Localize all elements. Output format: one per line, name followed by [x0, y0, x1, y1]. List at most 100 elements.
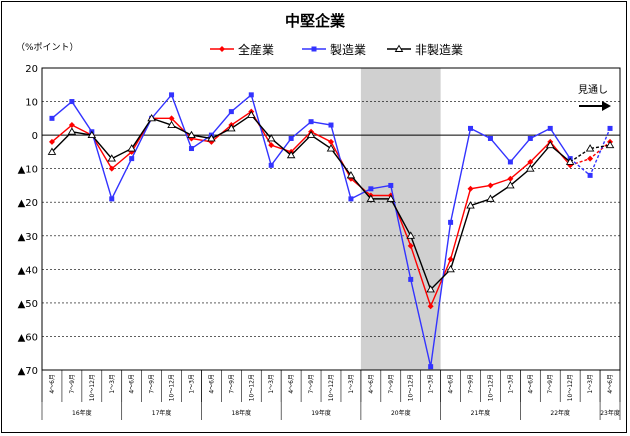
- year-label: 22年度: [550, 409, 570, 417]
- series-forecast-line: [569, 144, 611, 163]
- data-point: [426, 285, 435, 293]
- data-point: [407, 242, 414, 249]
- series-group: [47, 92, 615, 370]
- data-point: [507, 159, 513, 165]
- data-point: [47, 147, 57, 155]
- data-point: [227, 124, 236, 132]
- data-point: [306, 130, 316, 139]
- x-tick-label: 4～6月: [288, 374, 295, 394]
- data-point: [565, 157, 575, 165]
- plot-border: [41, 67, 621, 371]
- data-point: [386, 194, 396, 202]
- data-point: [585, 144, 595, 152]
- x-tick-label: 7～9月: [149, 374, 156, 394]
- year-label: 23年度: [600, 409, 620, 417]
- data-point: [49, 115, 55, 121]
- data-point: [388, 182, 394, 188]
- y-tick-label: ▲10: [18, 165, 38, 176]
- data-point: [268, 142, 275, 149]
- legend-marker: [311, 46, 317, 52]
- year-label: 18年度: [231, 409, 251, 417]
- legend-label: 製造業: [330, 43, 366, 57]
- x-tick-label: 7～9月: [388, 374, 395, 394]
- y-tick-label: ▲50: [18, 299, 38, 310]
- x-tick-label: 7～9月: [547, 374, 554, 394]
- data-point: [346, 170, 356, 179]
- data-point: [545, 140, 555, 149]
- data-point: [228, 109, 234, 115]
- year-label: 20年度: [391, 409, 411, 417]
- data-point: [607, 125, 613, 131]
- data-point: [428, 364, 434, 370]
- x-tick-label: 1～3月: [507, 374, 514, 394]
- tick-labels: 20 10 0 ▲10 ▲20 ▲30 ▲40 ▲50 ▲60 ▲70 4～6月 7～9月 10～12月…: [18, 64, 620, 417]
- axes: [41, 67, 621, 420]
- x-tick-label: 10～12月: [89, 374, 96, 401]
- x-tick-label: 4～6月: [448, 374, 455, 394]
- data-point: [246, 110, 256, 118]
- data-point: [527, 135, 533, 141]
- x-tick-label: 4～6月: [129, 374, 136, 394]
- year-label: 16年度: [72, 409, 92, 417]
- year-label: 19年度: [311, 409, 331, 417]
- x-tick-label: 4～6月: [607, 374, 614, 394]
- data-point: [108, 165, 115, 172]
- data-point: [587, 155, 594, 162]
- x-tick-label: 10～12月: [248, 374, 255, 401]
- x-tick-label: 10～12月: [328, 374, 335, 401]
- data-point: [366, 194, 376, 202]
- data-point: [107, 154, 117, 162]
- data-point: [487, 182, 494, 189]
- data-point: [348, 196, 354, 202]
- data-point: [328, 122, 334, 128]
- data-point: [408, 276, 414, 282]
- y-tick-label: ▲20: [18, 198, 38, 209]
- data-point: [308, 119, 314, 125]
- x-tick-label: 10～12月: [487, 374, 494, 401]
- data-point: [487, 135, 493, 141]
- y-tick-label: ▲30: [18, 232, 38, 243]
- data-point: [207, 134, 216, 142]
- data-point: [248, 92, 254, 98]
- data-point: [506, 181, 515, 189]
- data-point: [468, 125, 474, 131]
- x-tick-label: 7～9月: [69, 374, 76, 394]
- y-tick-label: ▲60: [18, 332, 38, 343]
- y-axis-label: （%ポイント）: [16, 42, 79, 53]
- x-tick-label: 1～3月: [428, 374, 435, 394]
- data-point: [286, 150, 296, 159]
- data-point: [446, 264, 455, 273]
- data-point: [288, 135, 294, 141]
- data-point: [605, 140, 615, 149]
- x-tick-label: 4～6月: [527, 374, 534, 394]
- data-point: [147, 113, 156, 122]
- x-tick-label: 10～12月: [408, 374, 415, 401]
- data-point: [486, 194, 495, 202]
- data-point: [188, 146, 194, 152]
- x-tick-label: 4～6月: [368, 374, 375, 394]
- data-point: [326, 144, 336, 152]
- data-point: [547, 125, 553, 131]
- data-point: [268, 162, 274, 168]
- data-point: [466, 201, 475, 209]
- data-point: [68, 122, 75, 129]
- data-point: [368, 186, 374, 192]
- x-tick-label: 1～3月: [587, 374, 594, 394]
- data-point: [507, 175, 514, 182]
- forecast-label: 見通し: [578, 84, 608, 96]
- data-point: [447, 256, 454, 263]
- data-point: [169, 92, 175, 98]
- data-point: [67, 127, 77, 135]
- x-tick-label: 1～3月: [268, 374, 275, 394]
- legend-marker: [394, 44, 404, 52]
- y-tick-label: 20: [25, 64, 38, 75]
- data-point: [328, 138, 334, 145]
- data-point: [167, 120, 176, 128]
- x-tick-label: 10～12月: [169, 374, 176, 401]
- data-point: [467, 185, 474, 192]
- data-point: [48, 138, 55, 145]
- data-point: [527, 158, 534, 165]
- x-tick-label: 1～3月: [188, 374, 195, 394]
- legend-label: 全産業: [238, 42, 274, 57]
